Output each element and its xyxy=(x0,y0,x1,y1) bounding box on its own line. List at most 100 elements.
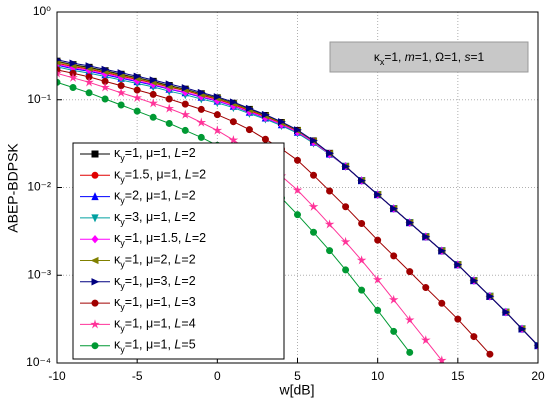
marker xyxy=(422,233,431,241)
marker xyxy=(342,266,350,274)
legend-label: κy=1, μ=1, L=4 xyxy=(114,317,196,334)
marker xyxy=(356,255,367,265)
marker xyxy=(358,176,367,185)
marker xyxy=(406,218,415,227)
y-tick-label: 10⁻³ xyxy=(27,267,51,281)
marker xyxy=(148,98,158,108)
marker xyxy=(406,348,414,356)
marker xyxy=(406,268,414,276)
marker xyxy=(486,350,494,358)
x-axis-label: w[dB] xyxy=(278,382,314,398)
marker xyxy=(438,299,446,307)
marker xyxy=(277,118,286,126)
marker xyxy=(261,135,269,143)
marker xyxy=(390,252,398,260)
marker xyxy=(422,284,430,292)
y-tick-label: 10⁻² xyxy=(27,180,51,194)
marker xyxy=(421,335,431,345)
marker xyxy=(213,111,221,119)
marker xyxy=(132,92,143,102)
marker xyxy=(374,306,382,314)
marker xyxy=(293,126,302,134)
marker xyxy=(133,72,142,80)
marker xyxy=(133,107,141,115)
legend-label: κy=1, μ=1.5, L=2 xyxy=(114,231,206,248)
x-tick-label: 5 xyxy=(294,369,301,383)
x-tick-label: 0 xyxy=(214,369,221,383)
marker xyxy=(181,84,190,92)
marker xyxy=(90,256,99,265)
marker xyxy=(534,341,538,350)
marker xyxy=(197,133,205,141)
y-tick-label: 10⁻¹ xyxy=(27,92,51,106)
marker xyxy=(85,62,94,70)
marker xyxy=(91,171,99,179)
legend-label: κy=2, μ=1, L=2 xyxy=(114,189,196,206)
marker xyxy=(90,319,100,329)
marker xyxy=(326,247,334,255)
marker xyxy=(372,274,383,284)
marker xyxy=(310,171,318,179)
marker xyxy=(404,314,415,325)
marker xyxy=(326,187,334,195)
y-axis-label: ABEP-BDPSK xyxy=(5,143,21,233)
marker xyxy=(342,162,351,171)
marker xyxy=(91,150,99,158)
y-tick-label: 10⁻⁴ xyxy=(26,355,51,369)
marker xyxy=(197,88,206,97)
marker xyxy=(470,276,479,285)
marker xyxy=(165,119,173,127)
annotation-box xyxy=(329,41,529,73)
marker xyxy=(502,308,511,316)
marker xyxy=(117,82,125,90)
legend-label: κy=1, μ=1, L=5 xyxy=(114,338,196,355)
x-tick-label: 15 xyxy=(451,369,465,383)
marker xyxy=(57,68,62,78)
legend: κy=1, μ=1, L=2 κy=1.5, μ=1, L=2 κy=2, μ=1,… xyxy=(80,146,206,355)
marker xyxy=(213,93,222,101)
marker xyxy=(229,98,238,106)
marker xyxy=(388,294,399,304)
marker xyxy=(57,78,61,86)
marker xyxy=(308,201,319,211)
legend-label: κy=1, μ=1, L=3 xyxy=(114,295,196,312)
marker xyxy=(165,95,173,103)
marker xyxy=(518,325,527,333)
marker xyxy=(326,149,335,157)
x-tick-label: -10 xyxy=(48,369,66,383)
marker xyxy=(91,278,100,286)
marker xyxy=(116,87,126,97)
marker xyxy=(91,192,99,201)
marker xyxy=(91,235,99,244)
axes: -10 -5 0 5 10 15 20 10⁻⁴ 10⁻³ 10⁻² 10⁻¹ 10⁰ xyxy=(26,4,545,383)
marker xyxy=(374,236,382,244)
marker xyxy=(228,135,239,145)
x-tick-label: -5 xyxy=(132,369,143,383)
marker xyxy=(309,136,318,145)
marker xyxy=(100,82,110,92)
marker xyxy=(133,86,141,94)
marker xyxy=(69,59,78,67)
marker xyxy=(358,219,366,227)
marker xyxy=(149,90,157,98)
marker xyxy=(181,126,189,134)
marker xyxy=(164,103,174,113)
legend-box xyxy=(72,142,285,360)
marker xyxy=(437,355,447,363)
marker xyxy=(340,236,351,246)
marker xyxy=(261,110,270,119)
legend-label: κy=1.5, μ=1, L=2 xyxy=(114,168,206,185)
marker xyxy=(165,80,174,88)
marker xyxy=(358,286,366,294)
marker xyxy=(68,72,78,82)
marker xyxy=(181,100,189,108)
marker xyxy=(85,89,93,97)
marker xyxy=(91,342,99,350)
marker xyxy=(229,118,237,126)
legend-label: κy=1, μ=3, L=2 xyxy=(114,274,196,291)
marker xyxy=(454,315,462,323)
marker xyxy=(470,333,478,341)
marker xyxy=(292,184,303,195)
marker xyxy=(84,77,94,87)
